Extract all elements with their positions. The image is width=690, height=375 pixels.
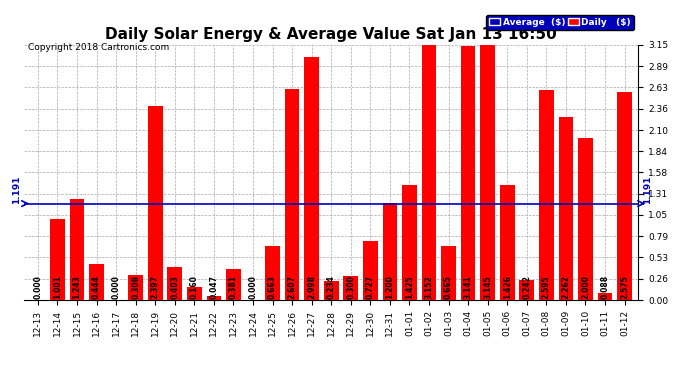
Text: 2.595: 2.595 xyxy=(542,276,551,299)
Bar xyxy=(168,267,182,300)
Bar xyxy=(324,281,339,300)
Bar xyxy=(539,90,553,300)
Text: 3.141: 3.141 xyxy=(464,275,473,299)
Text: 0.308: 0.308 xyxy=(131,275,140,299)
Text: 0.000: 0.000 xyxy=(248,275,257,299)
Legend: Average  ($), Daily   ($): Average ($), Daily ($) xyxy=(486,15,633,30)
Bar xyxy=(265,246,280,300)
Text: 2.575: 2.575 xyxy=(620,276,629,299)
Text: 2.000: 2.000 xyxy=(581,275,590,299)
Text: 0.242: 0.242 xyxy=(522,275,531,299)
Text: 1.200: 1.200 xyxy=(386,275,395,299)
Bar xyxy=(558,117,573,300)
Bar xyxy=(461,46,475,300)
Text: 0.381: 0.381 xyxy=(229,275,238,299)
Text: 3.145: 3.145 xyxy=(483,276,492,299)
Text: 1.191: 1.191 xyxy=(644,175,653,204)
Bar xyxy=(89,264,104,300)
Bar xyxy=(578,138,593,300)
Bar xyxy=(520,280,534,300)
Bar xyxy=(618,92,632,300)
Bar xyxy=(187,287,201,300)
Text: 3.152: 3.152 xyxy=(424,276,433,299)
Text: 0.663: 0.663 xyxy=(268,275,277,299)
Text: 0.727: 0.727 xyxy=(366,275,375,299)
Text: 1.001: 1.001 xyxy=(53,275,62,299)
Bar xyxy=(441,246,456,300)
Bar xyxy=(304,57,319,300)
Bar xyxy=(402,184,417,300)
Text: 1.425: 1.425 xyxy=(405,276,414,299)
Text: 1.426: 1.426 xyxy=(503,275,512,299)
Text: 0.234: 0.234 xyxy=(326,275,336,299)
Text: 0.160: 0.160 xyxy=(190,275,199,299)
Bar xyxy=(50,219,65,300)
Bar xyxy=(598,293,612,300)
Bar xyxy=(285,89,299,300)
Text: 2.397: 2.397 xyxy=(150,275,159,299)
Bar xyxy=(422,45,436,300)
Bar xyxy=(206,296,221,300)
Bar xyxy=(382,203,397,300)
Text: 1.243: 1.243 xyxy=(72,275,81,299)
Bar xyxy=(128,275,143,300)
Bar xyxy=(500,184,515,300)
Text: Copyright 2018 Cartronics.com: Copyright 2018 Cartronics.com xyxy=(28,43,169,52)
Title: Daily Solar Energy & Average Value Sat Jan 13 16:50: Daily Solar Energy & Average Value Sat J… xyxy=(106,27,557,42)
Text: 0.300: 0.300 xyxy=(346,275,355,299)
Bar xyxy=(344,276,358,300)
Text: 2.262: 2.262 xyxy=(562,275,571,299)
Bar xyxy=(226,269,241,300)
Bar xyxy=(148,106,163,300)
Text: 2.607: 2.607 xyxy=(288,275,297,299)
Text: 0.047: 0.047 xyxy=(209,275,218,299)
Bar xyxy=(363,241,377,300)
Text: 0.000: 0.000 xyxy=(112,275,121,299)
Text: 1.191: 1.191 xyxy=(12,175,21,204)
Text: 0.088: 0.088 xyxy=(600,275,609,299)
Text: 0.444: 0.444 xyxy=(92,275,101,299)
Bar xyxy=(480,45,495,300)
Bar xyxy=(70,200,84,300)
Text: 0.000: 0.000 xyxy=(33,275,42,299)
Text: 0.403: 0.403 xyxy=(170,275,179,299)
Text: 0.665: 0.665 xyxy=(444,276,453,299)
Text: 2.998: 2.998 xyxy=(307,275,316,299)
